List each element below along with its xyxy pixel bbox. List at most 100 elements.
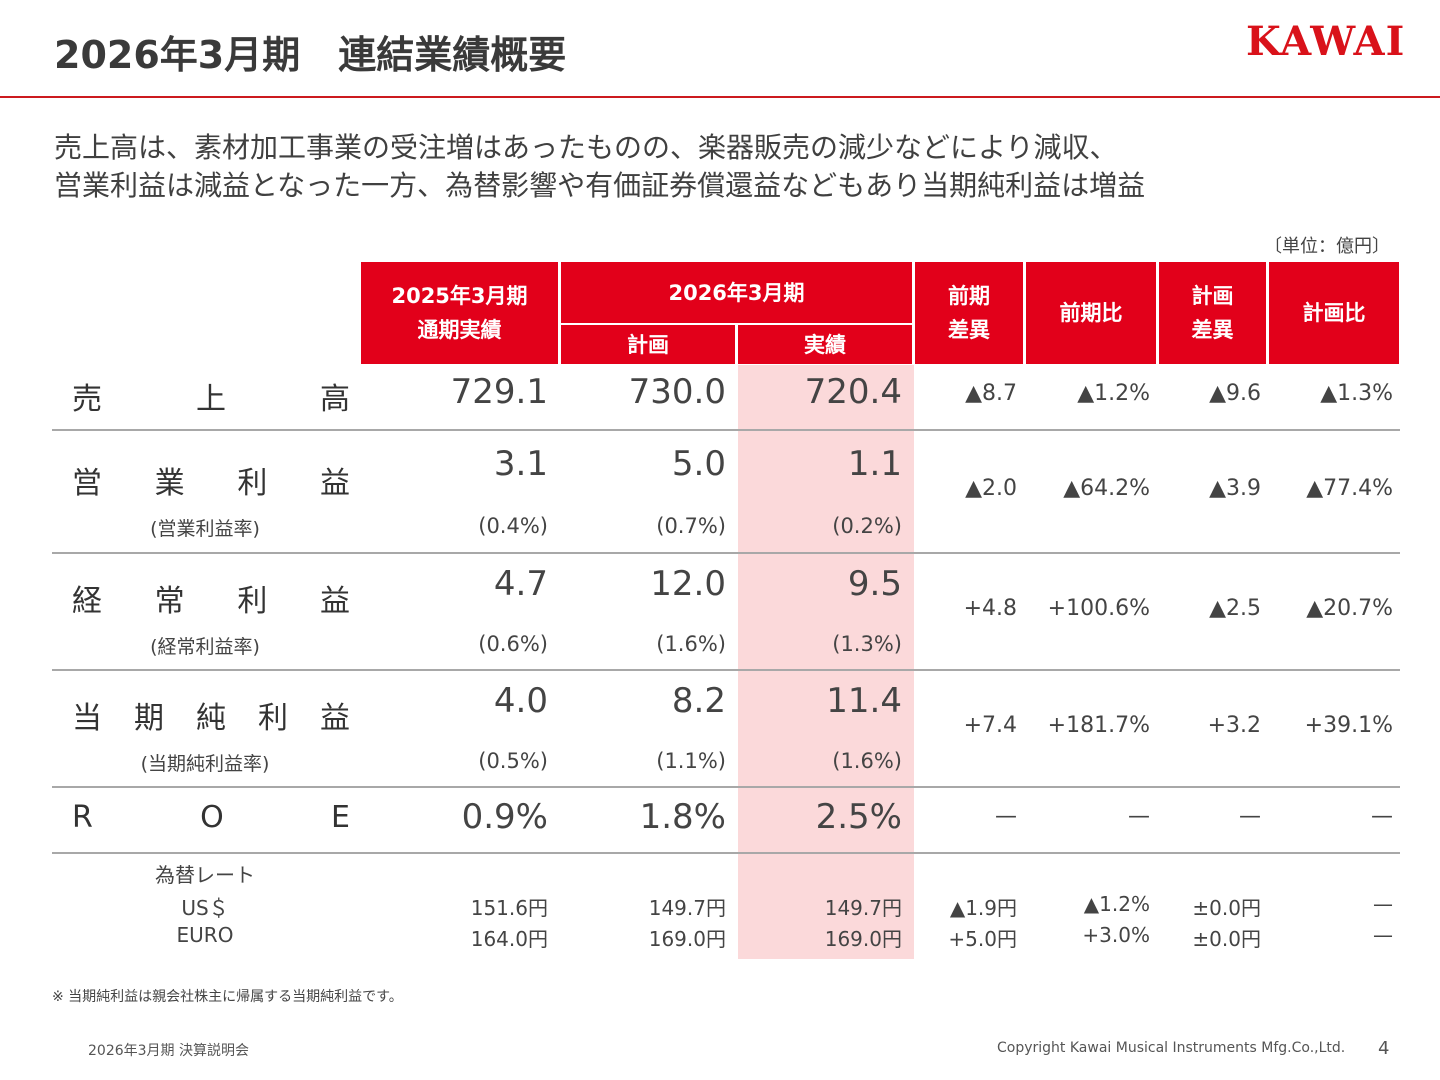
footer-event: 2026年3月期 決算説明会 xyxy=(88,1043,249,1059)
fx-euro-plan-ratio: — xyxy=(1373,923,1393,947)
ordinary-margin-label: (経常利益率) xyxy=(150,636,260,658)
fx-usd-plan-diff: ±0.0円 xyxy=(1192,896,1261,920)
roe-plan-diff: — xyxy=(1239,804,1261,829)
header-yoy-ratio: 前期比 xyxy=(1026,262,1156,364)
fx-euro-fy2025: 164.0円 xyxy=(470,927,548,951)
label-char: 益 xyxy=(319,466,350,501)
net-plan-ratio: +39.1% xyxy=(1304,713,1393,738)
net-margin-label: (当期純利益率) xyxy=(140,753,270,775)
header-actual: 実績 xyxy=(738,325,912,364)
fx-euro-plan: 169.0円 xyxy=(648,927,726,951)
fx-usd-yoy-ratio: ▲1.2% xyxy=(1083,892,1150,916)
header-yoy-diff-line1: 前期 xyxy=(948,284,990,308)
net-fy2025-rate: (0.5%) xyxy=(478,749,548,773)
lead-line-2: 営業利益は減益となった一方、為替影響や有価証券償還益などもあり当期純利益は増益 xyxy=(54,169,1146,202)
label-char: 売 xyxy=(72,382,102,417)
header-plan-diff-line1: 計画 xyxy=(1191,284,1234,308)
label-char: O xyxy=(200,800,224,835)
label-char: 営 xyxy=(72,466,102,501)
ordinary-actual: 9.5 xyxy=(847,564,902,604)
ordinary-yoy-diff: +4.8 xyxy=(963,596,1017,621)
kawai-logo: KAWAI xyxy=(1246,18,1406,65)
operating-actual: 1.1 xyxy=(847,444,902,484)
fx-euro-actual: 169.0円 xyxy=(824,927,902,951)
fx-usd-plan: 149.7円 xyxy=(648,896,726,920)
label-char: 利 xyxy=(237,584,268,619)
ordinary-plan-ratio: ▲20.7% xyxy=(1306,596,1393,621)
row-divider xyxy=(52,852,1400,854)
label-char: 利 xyxy=(237,466,268,501)
unit-label: 〔単位：億円〕 xyxy=(1264,236,1390,257)
operating-margin-label: (営業利益率) xyxy=(150,518,260,540)
fx-usd-plan-ratio: — xyxy=(1373,892,1393,916)
label-char: E xyxy=(331,800,350,835)
fx-euro-plan-diff: ±0.0円 xyxy=(1192,927,1261,951)
row-label-sales: 売 上 高 xyxy=(72,374,350,418)
operating-fy2025: 3.1 xyxy=(493,444,548,484)
page-number: 4 xyxy=(1378,1038,1390,1059)
row-divider xyxy=(52,786,1400,788)
sales-plan-ratio: ▲1.3% xyxy=(1320,381,1393,406)
lead-line-1: 売上高は、素材加工事業の受注増はあったものの、楽器販売の減少などにより減収、 xyxy=(54,131,1118,164)
ordinary-plan-diff: ▲2.5 xyxy=(1209,596,1261,621)
label-char: 当 xyxy=(72,701,102,736)
net-yoy-diff: +7.4 xyxy=(963,713,1017,738)
label-char: 益 xyxy=(319,584,350,619)
fx-title: 為替レート xyxy=(155,863,255,887)
row-divider xyxy=(52,429,1400,431)
header-fy2025: 2025年3月期 通期実績 xyxy=(361,262,558,364)
header-divider xyxy=(0,96,1440,98)
row-label-ordinary-income: 経 常 利 益 xyxy=(72,576,350,620)
ordinary-actual-rate: (1.3%) xyxy=(832,632,902,656)
operating-plan-rate: (0.7%) xyxy=(656,514,726,538)
ordinary-fy2025: 4.7 xyxy=(493,564,548,604)
fx-usd-yoy-diff: ▲1.9円 xyxy=(949,896,1017,920)
row-divider xyxy=(52,669,1400,671)
ordinary-fy2025-rate: (0.6%) xyxy=(478,632,548,656)
ordinary-yoy-ratio: +100.6% xyxy=(1047,596,1150,621)
net-actual: 11.4 xyxy=(826,681,902,721)
fx-usd-actual: 149.7円 xyxy=(824,896,902,920)
label-char: 期 xyxy=(134,701,164,736)
header-plan-diff-line2: 差異 xyxy=(1191,318,1234,342)
operating-plan-diff: ▲3.9 xyxy=(1209,476,1261,501)
label-char: 常 xyxy=(154,584,185,619)
row-label-operating-income: 営 業 利 益 xyxy=(72,458,350,502)
operating-actual-rate: (0.2%) xyxy=(832,514,902,538)
operating-yoy-ratio: ▲64.2% xyxy=(1063,476,1150,501)
ordinary-plan: 12.0 xyxy=(650,564,726,604)
actual-column-highlight xyxy=(738,365,914,959)
header-fy2026: 2026年3月期 xyxy=(561,262,912,323)
header-fy2025-line1: 2025年3月期 xyxy=(391,284,528,308)
label-char: 業 xyxy=(154,466,185,501)
operating-yoy-diff: ▲2.0 xyxy=(965,476,1017,501)
header-yoy-diff: 前期 差異 xyxy=(915,262,1023,364)
header-yoy-diff-line2: 差異 xyxy=(948,318,990,342)
net-plan-rate: (1.1%) xyxy=(656,749,726,773)
sales-fy2025: 729.1 xyxy=(450,372,548,412)
label-char: R xyxy=(72,800,93,835)
label-char: 上 xyxy=(196,382,226,417)
roe-yoy-ratio: — xyxy=(1128,804,1150,829)
net-fy2025: 4.0 xyxy=(493,681,548,721)
label-char: 経 xyxy=(72,584,102,619)
sales-yoy-diff: ▲8.7 xyxy=(965,381,1017,406)
page-title: 2026年3月期 連結業績概要 xyxy=(54,33,567,77)
net-actual-rate: (1.6%) xyxy=(832,749,902,773)
operating-plan: 5.0 xyxy=(671,444,726,484)
roe-fy2025: 0.9% xyxy=(461,797,548,837)
footnote: ※ 当期純利益は親会社株主に帰属する当期純利益です。 xyxy=(52,989,403,1005)
sales-plan: 730.0 xyxy=(628,372,726,412)
fx-euro-yoy-diff: +5.0円 xyxy=(948,927,1017,951)
label-char: 純 xyxy=(196,701,226,736)
sales-yoy-ratio: ▲1.2% xyxy=(1077,381,1150,406)
net-plan-diff: +3.2 xyxy=(1207,713,1261,738)
operating-fy2025-rate: (0.4%) xyxy=(478,514,548,538)
row-label-roe: R O E xyxy=(72,800,350,835)
row-label-net-income: 当 期 純 利 益 xyxy=(72,693,350,737)
ordinary-plan-rate: (1.6%) xyxy=(656,632,726,656)
header-plan-diff: 計画 差異 xyxy=(1159,262,1266,364)
operating-plan-ratio: ▲77.4% xyxy=(1306,476,1393,501)
sales-actual: 720.4 xyxy=(804,372,902,412)
label-char: 益 xyxy=(320,701,350,736)
